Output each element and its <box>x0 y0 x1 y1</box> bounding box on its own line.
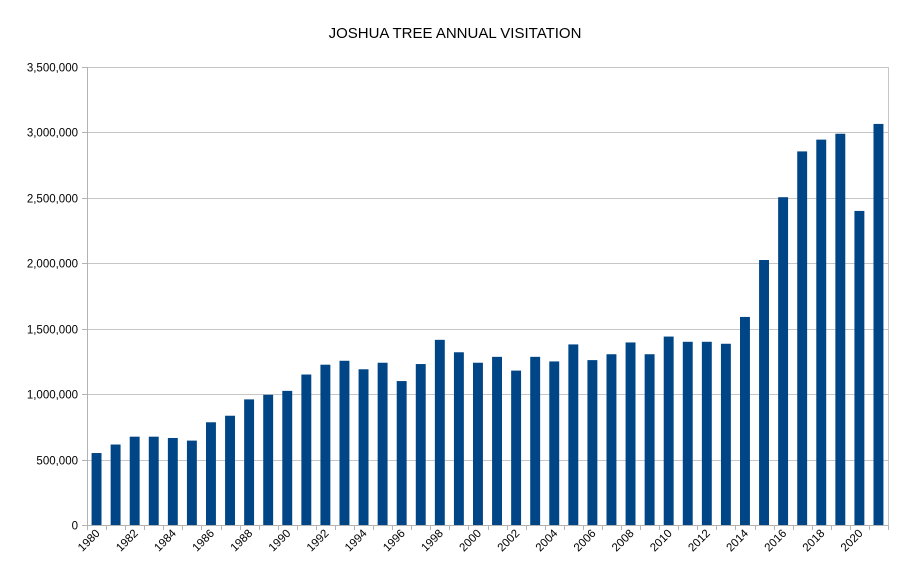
bar <box>110 444 121 525</box>
bar <box>415 364 426 525</box>
bar <box>835 133 846 526</box>
y-tick-label: 1,000,000 <box>27 390 78 402</box>
x-tick-label: 2018 <box>801 528 828 555</box>
y-tick-label: 0 <box>72 521 78 533</box>
gridlines <box>87 67 888 526</box>
y-tick-label: 500,000 <box>36 456 78 468</box>
bar <box>129 436 140 525</box>
y-tick-label: 1,500,000 <box>27 325 78 337</box>
x-tick-label: 1992 <box>305 528 332 555</box>
chart-title: JOSHUA TREE ANNUAL VISITATION <box>329 25 582 42</box>
bar <box>625 342 636 525</box>
bar <box>587 360 598 525</box>
bar <box>873 123 884 526</box>
x-tick-label: 2014 <box>725 527 752 554</box>
y-tick-label: 2,500,000 <box>27 194 78 206</box>
bar <box>492 356 502 525</box>
bar <box>663 336 674 525</box>
axes <box>87 67 889 526</box>
bar <box>453 352 464 525</box>
x-tick-label: 1986 <box>191 528 218 555</box>
bar <box>396 381 407 525</box>
x-tick-label: 2000 <box>458 528 485 555</box>
bar <box>644 354 655 525</box>
bar <box>434 339 445 525</box>
bar <box>682 341 693 525</box>
bar <box>244 399 255 525</box>
x-tick-label: 1980 <box>76 528 103 555</box>
bar <box>91 453 102 525</box>
bar <box>740 316 750 525</box>
bar <box>263 394 274 525</box>
bar <box>377 362 388 525</box>
y-tick-label: 3,000,000 <box>27 128 78 140</box>
x-tick-label: 2020 <box>839 528 866 555</box>
x-tick-label: 2008 <box>610 528 637 555</box>
bars <box>91 123 884 526</box>
x-tick-label: 1998 <box>419 528 446 555</box>
bar <box>778 197 789 525</box>
bar <box>606 354 617 525</box>
bar <box>530 356 541 525</box>
bar <box>511 370 522 525</box>
bar <box>549 361 560 525</box>
bar <box>759 260 769 525</box>
bar <box>854 210 865 525</box>
x-axis-ticks: 1980 1982 1984 1986 1988 1990 1992 1994 1996 1998… <box>76 525 889 555</box>
x-tick-label: 1984 <box>152 527 179 554</box>
y-axis-ticks: 0 500,000 1,000,000 1,500,000 2,000,000 2,500… <box>27 63 87 533</box>
x-tick-label: 2010 <box>648 528 675 555</box>
x-tick-label: 2016 <box>763 528 790 555</box>
bar <box>167 437 178 525</box>
bar <box>301 374 312 525</box>
x-tick-label: 1994 <box>343 527 370 554</box>
bar <box>568 344 579 525</box>
x-tick-label: 2006 <box>572 528 599 555</box>
x-tick-label: 1990 <box>267 528 294 555</box>
x-tick-label: 2002 <box>496 528 523 555</box>
x-tick-label: 1982 <box>114 528 141 555</box>
bar <box>797 151 808 525</box>
y-tick-label: 2,000,000 <box>27 259 78 271</box>
x-tick-label: 2004 <box>534 527 561 554</box>
x-tick-label: 1988 <box>229 528 256 555</box>
bar <box>148 436 159 525</box>
bar <box>473 362 483 525</box>
bar <box>816 139 827 525</box>
bar <box>206 422 216 525</box>
x-tick-label: 2012 <box>686 528 713 555</box>
x-tick-label: 1996 <box>381 528 408 555</box>
bar <box>282 390 293 525</box>
y-tick-label: 3,500,000 <box>27 63 78 75</box>
bar <box>720 343 731 525</box>
bar <box>339 360 350 525</box>
bar <box>358 369 369 525</box>
bar <box>701 341 712 525</box>
bar <box>225 415 235 525</box>
bar <box>320 364 331 525</box>
bar <box>186 440 197 525</box>
